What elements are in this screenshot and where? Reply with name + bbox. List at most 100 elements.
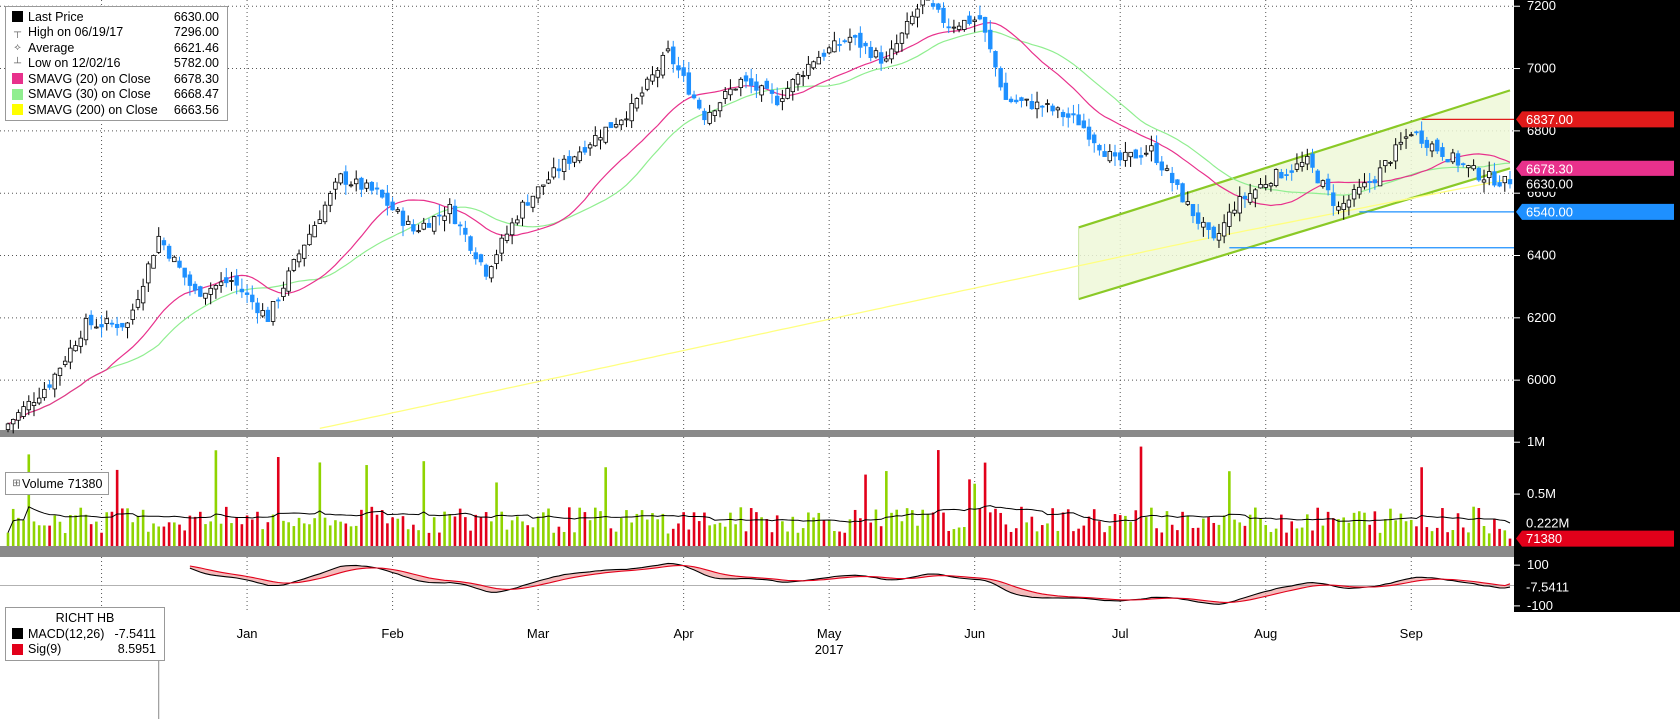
candle-body xyxy=(1331,192,1336,206)
candle-body xyxy=(364,182,369,189)
volume-bar xyxy=(1134,510,1138,546)
volume-bar xyxy=(1124,515,1127,546)
volume-bar xyxy=(1207,517,1210,546)
candle-body xyxy=(94,326,99,329)
candle-body xyxy=(1154,143,1159,164)
price-tick-label: 7000 xyxy=(1527,61,1556,76)
candle-body xyxy=(182,267,187,278)
price-tag-bg xyxy=(1516,160,1674,177)
candle-body xyxy=(380,189,385,198)
legend-label: Average xyxy=(28,40,75,55)
volume-bar xyxy=(479,517,483,546)
volume-bar xyxy=(827,520,831,546)
candle-body xyxy=(130,309,135,320)
candle-body xyxy=(1502,176,1508,184)
volume-bar xyxy=(453,516,457,546)
macd-legend: RICHT HB MACD(12,26) -7.5411 Sig(9) 8.59… xyxy=(5,607,165,661)
volume-bar xyxy=(1025,522,1028,546)
volume-bar xyxy=(344,523,348,546)
legend-row: ┬ High on 06/19/17 7296.00 xyxy=(6,25,227,41)
price-grid xyxy=(0,0,1514,612)
volume-bar xyxy=(879,526,883,546)
candle-body xyxy=(442,215,447,221)
price-tag: 6540.00 xyxy=(1526,204,1573,219)
candle-body xyxy=(525,202,530,206)
candle-body xyxy=(457,224,463,227)
candle-body xyxy=(198,286,203,297)
candle-body xyxy=(889,48,894,60)
volume-bar xyxy=(1056,530,1060,546)
volume-bar xyxy=(1383,519,1387,546)
volume-bar xyxy=(869,522,873,546)
pink-swatch-icon xyxy=(12,73,23,85)
candle-body xyxy=(541,184,546,187)
candle-body xyxy=(1466,165,1471,169)
volume-bar xyxy=(609,528,613,546)
volume-bar xyxy=(588,520,592,546)
candle-body xyxy=(629,103,634,122)
volume-bar xyxy=(224,506,228,546)
volume-bar xyxy=(157,526,161,546)
volume-bar xyxy=(22,520,25,546)
candle-body xyxy=(26,400,31,411)
volume-bar xyxy=(838,531,841,546)
volume-bar xyxy=(1118,515,1122,546)
month-label: Jun xyxy=(964,626,985,641)
volume-bar xyxy=(510,520,514,546)
volume-bar xyxy=(760,517,763,546)
volume-bar xyxy=(599,511,602,546)
volume-bar xyxy=(474,514,478,546)
legend-row: ┴ Low on 12/02/16 5782.00 xyxy=(6,56,227,72)
volume-bar xyxy=(48,525,51,546)
candle-body xyxy=(244,292,250,295)
sma20-line xyxy=(7,21,1511,425)
volume-bar xyxy=(661,513,665,546)
candle-body xyxy=(473,252,478,260)
candle-body xyxy=(806,63,811,76)
candle-body xyxy=(941,7,946,23)
volume-bar xyxy=(1020,506,1023,546)
volume-bar xyxy=(214,450,218,546)
candle-body xyxy=(1034,101,1040,110)
legend-value: 7296.00 xyxy=(173,25,219,40)
candle-body xyxy=(858,32,863,48)
candle-body xyxy=(1424,139,1430,148)
volume-bar xyxy=(1285,532,1288,546)
macd-panel xyxy=(0,557,1514,612)
volume-bar xyxy=(697,521,701,546)
candle-body xyxy=(556,168,562,172)
volume-bar xyxy=(1477,508,1481,546)
candle-body xyxy=(1393,144,1398,162)
volume-bar xyxy=(1357,511,1361,546)
volume-average-line xyxy=(7,505,1511,533)
candle-body xyxy=(452,205,458,225)
volume-bar xyxy=(287,522,290,546)
volume-bar xyxy=(490,521,493,546)
volume-bar xyxy=(1508,538,1512,546)
volume-bar xyxy=(360,509,363,546)
volume-bar xyxy=(931,512,935,546)
candle-body xyxy=(333,181,338,190)
expand-icon[interactable]: ⊞ xyxy=(12,478,21,489)
candle-body xyxy=(1507,179,1513,185)
lightgreen-swatch-icon xyxy=(12,88,23,100)
candle-body xyxy=(203,292,208,299)
volume-bar xyxy=(1108,525,1112,546)
candle-body xyxy=(712,110,718,116)
legend-label: Low on 12/02/16 xyxy=(28,56,121,71)
panel-separator xyxy=(0,430,1514,437)
volume-bar xyxy=(261,529,264,546)
volume-bar xyxy=(1217,524,1221,546)
candle-body xyxy=(302,244,307,259)
candle-body xyxy=(426,222,432,228)
volume-bar xyxy=(1425,527,1429,546)
volume-bar xyxy=(640,510,644,546)
candle-body xyxy=(873,50,879,58)
candle-body xyxy=(478,254,484,263)
volume-bar xyxy=(843,532,847,546)
candle-body xyxy=(359,177,364,190)
volume-bar xyxy=(1420,467,1423,546)
volume-bar xyxy=(1087,516,1091,546)
volume-bar xyxy=(947,530,950,546)
